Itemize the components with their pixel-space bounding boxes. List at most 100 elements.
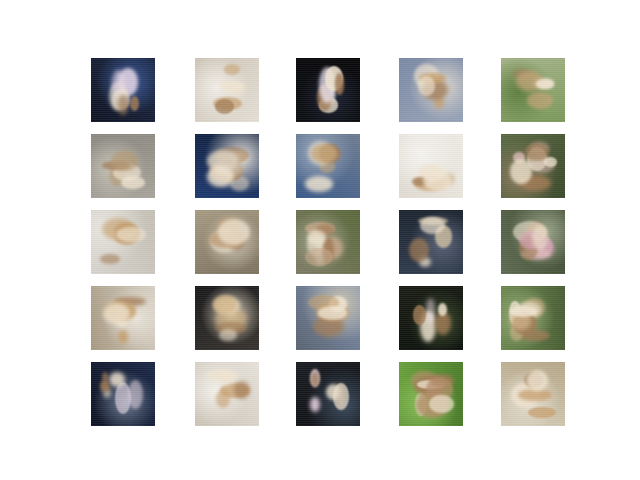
sample-noise — [296, 362, 360, 426]
sample-noise — [91, 134, 155, 198]
generated-sample-image — [399, 210, 463, 274]
sample-noise — [195, 58, 259, 122]
generated-sample-image — [399, 286, 463, 350]
sample-blob — [225, 83, 246, 96]
sample-blob — [335, 73, 345, 96]
sample-blob — [317, 306, 347, 320]
sample-blob — [510, 159, 533, 184]
generated-sample-image — [91, 134, 155, 198]
sample-blob — [117, 227, 147, 242]
sample-blob — [435, 311, 452, 336]
sample-blob — [114, 297, 147, 306]
sample-blob — [304, 247, 333, 266]
sample-blob — [433, 95, 444, 110]
sample-blob — [224, 64, 241, 75]
sample-blob — [419, 216, 445, 234]
sample-blob — [518, 389, 552, 401]
sample-blob — [307, 229, 327, 245]
generated-sample-image — [91, 286, 155, 350]
sample-blob — [111, 151, 138, 171]
sample-blob — [128, 379, 144, 410]
sample-blob — [332, 383, 350, 411]
sample-blob — [524, 142, 549, 161]
sample-noise — [399, 210, 463, 274]
sample-blob — [429, 394, 455, 414]
sample-noise — [91, 210, 155, 274]
generated-sample-image — [501, 58, 565, 122]
sample-blob — [543, 156, 557, 168]
sample-blob — [100, 254, 121, 264]
sample-noise — [195, 362, 259, 426]
sample-noise — [195, 134, 259, 198]
sample-noise — [195, 210, 259, 274]
sample-blob — [526, 91, 554, 110]
sample-blob — [311, 372, 319, 387]
sample-blob — [108, 372, 125, 387]
sample-noise — [399, 286, 463, 350]
sample-noise — [399, 58, 463, 122]
generated-sample-image — [296, 362, 360, 426]
generated-sample-image — [296, 134, 360, 198]
sample-noise — [501, 134, 565, 198]
sample-blob — [101, 371, 108, 382]
generated-sample-image — [195, 58, 259, 122]
generated-sample-image — [296, 58, 360, 122]
sample-noise — [296, 58, 360, 122]
sample-blob — [412, 304, 426, 325]
sample-blob — [308, 295, 340, 310]
sample-blob — [512, 151, 525, 163]
generated-sample-image — [501, 362, 565, 426]
sample-noise — [91, 362, 155, 426]
sample-blob — [510, 306, 538, 317]
sample-blob — [437, 302, 448, 316]
sample-noise — [399, 134, 463, 198]
sample-noise — [501, 286, 565, 350]
generated-sample-image — [399, 58, 463, 122]
sample-noise — [296, 134, 360, 198]
generated-sample-image — [501, 210, 565, 274]
sample-noise — [501, 362, 565, 426]
sample-noise — [501, 58, 565, 122]
generated-sample-image — [195, 362, 259, 426]
sample-blob — [117, 95, 129, 116]
sample-blob — [526, 369, 548, 391]
sample-noise — [296, 210, 360, 274]
sample-blob — [309, 396, 321, 412]
sample-blob — [114, 381, 132, 414]
sample-blob — [536, 79, 554, 89]
sample-blob — [313, 315, 345, 337]
sample-blob — [234, 381, 251, 400]
generated-sample-image — [501, 286, 565, 350]
generated-sample-image — [195, 134, 259, 198]
sample-blob — [418, 256, 431, 267]
sample-blob — [426, 312, 433, 323]
generated-sample-image — [91, 58, 155, 122]
sample-blob — [304, 176, 334, 192]
generated-sample-image — [399, 362, 463, 426]
generated-sample-image — [399, 134, 463, 198]
generated-sample-image — [195, 210, 259, 274]
sample-blob — [412, 176, 429, 186]
sample-blob — [206, 369, 237, 382]
generated-sample-image — [195, 286, 259, 350]
sample-blob — [129, 95, 139, 112]
sample-blob — [99, 379, 110, 392]
sample-noise — [399, 362, 463, 426]
generated-sample-image — [91, 210, 155, 274]
sample-blob — [519, 330, 551, 342]
sample-blob — [218, 219, 251, 245]
sample-blob — [425, 297, 435, 325]
sample-blob — [213, 294, 238, 314]
sample-blob — [409, 237, 430, 262]
sample-blob — [215, 389, 231, 409]
sample-blob — [103, 302, 131, 324]
sample-blob — [422, 170, 452, 192]
sample-blob — [532, 224, 549, 250]
sample-blob — [121, 175, 146, 190]
sample-blob — [528, 406, 557, 419]
sample-noise — [91, 58, 155, 122]
generated-sample-image — [296, 286, 360, 350]
generated-sample-image — [91, 362, 155, 426]
sample-blob — [103, 387, 111, 399]
